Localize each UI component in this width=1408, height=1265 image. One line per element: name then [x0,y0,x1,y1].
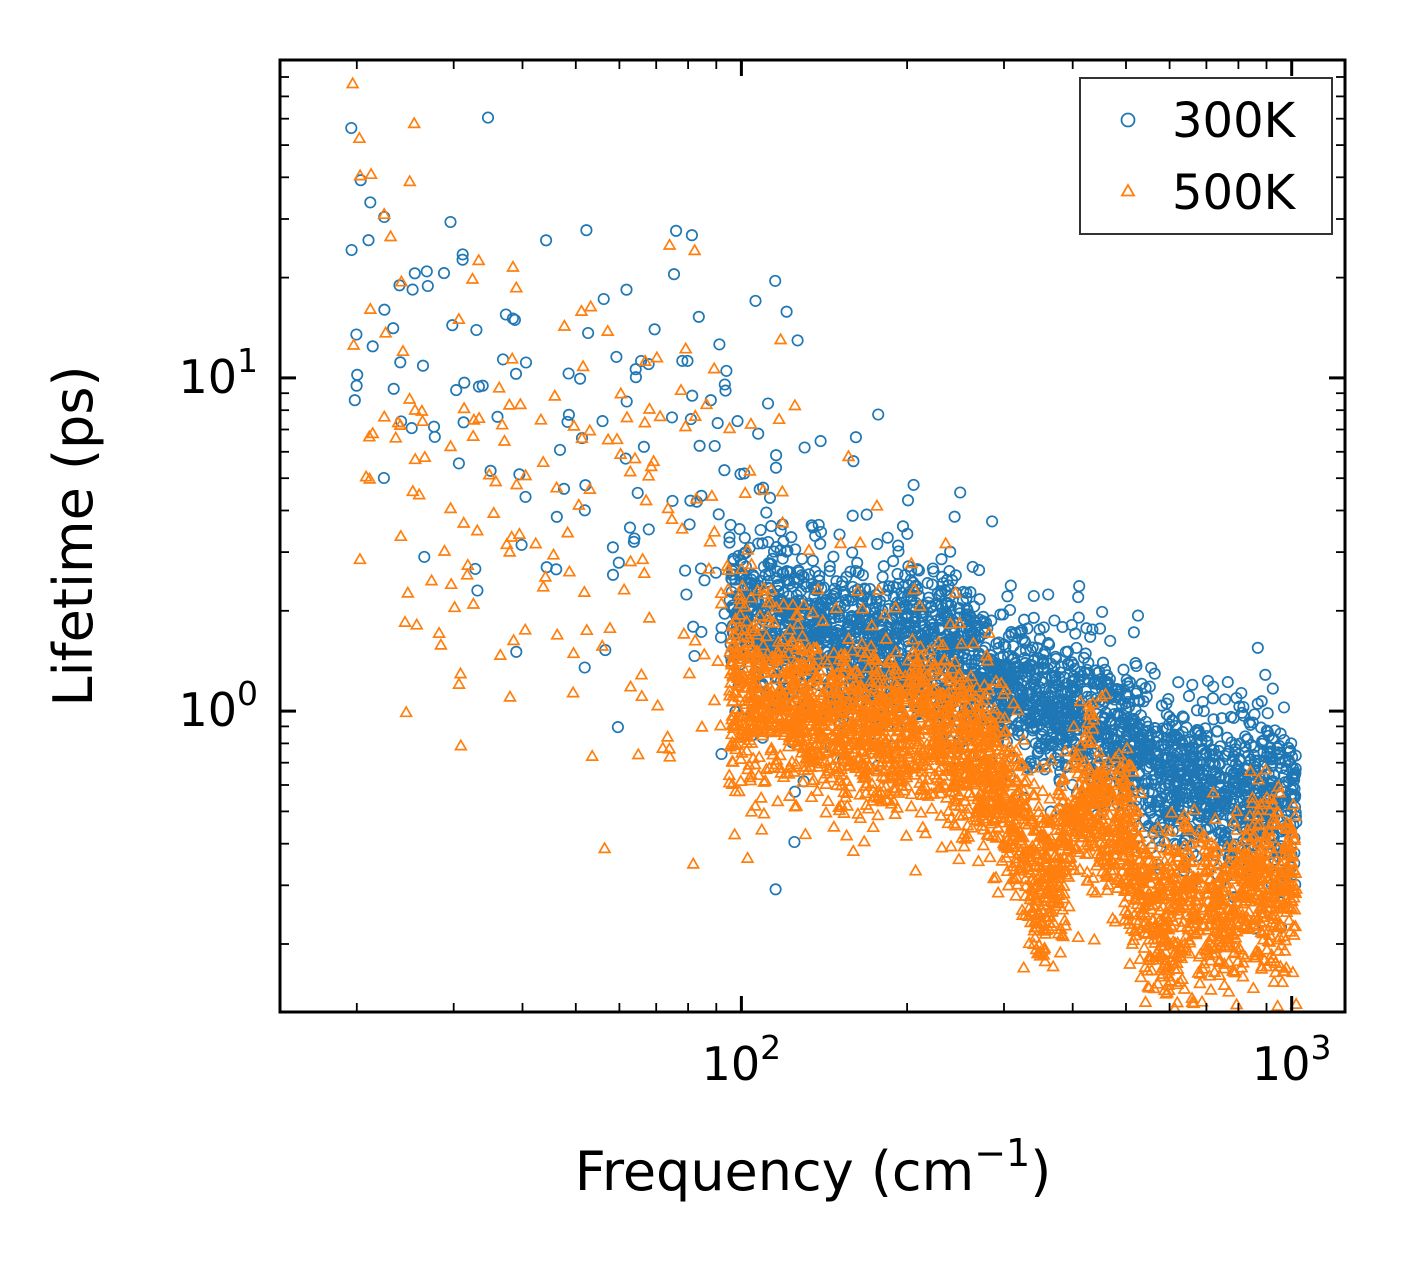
y-tick-label: 101 [178,341,258,404]
legend-label-300K: 300K [1172,93,1297,149]
x-axis-label: Frequency (cm−1) [575,1131,1052,1203]
series-500K [345,76,1304,1012]
legend-box [1079,77,1333,235]
legend-marker-500K [1120,183,1136,197]
legend: 300K 500K [1079,77,1333,235]
plot-spines [278,58,1347,1014]
legend-label-500K: 500K [1172,165,1297,221]
y-axis-label: Lifetime (ps) [42,365,105,706]
legend-marker-300K [1120,112,1136,128]
axis-ticks [280,60,1345,1012]
x-tick-label: 102 [702,1028,782,1091]
